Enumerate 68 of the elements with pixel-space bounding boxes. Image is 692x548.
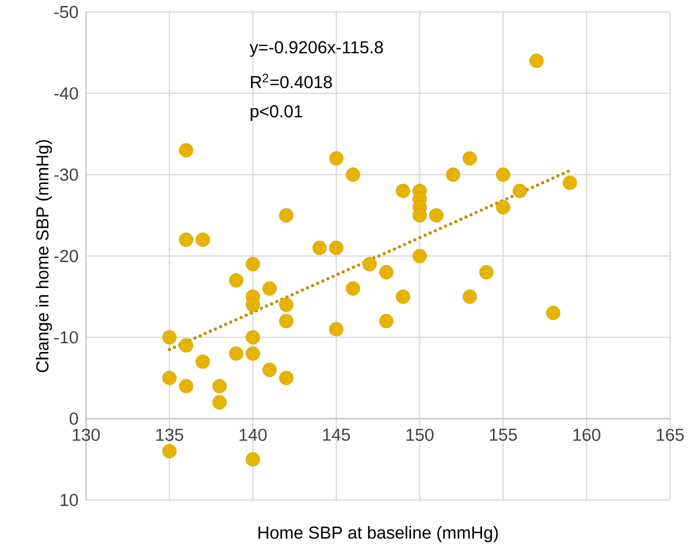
- point: [178, 378, 194, 394]
- y-tick-label: -30: [54, 168, 78, 181]
- point: [479, 265, 494, 280]
- point: [178, 143, 194, 158]
- point: [162, 370, 177, 386]
- y-axis-title: Change in home SBP (mmHg): [36, 140, 52, 372]
- point: [329, 151, 344, 166]
- point: [246, 330, 260, 344]
- x-tick-label: 155: [490, 428, 517, 441]
- point: [162, 444, 177, 458]
- point: [429, 208, 444, 222]
- point: [562, 176, 578, 190]
- point: [212, 395, 227, 410]
- point: [362, 256, 377, 272]
- x-tick-label: 150: [406, 428, 434, 441]
- point: [496, 168, 510, 182]
- point: [246, 346, 260, 361]
- point: [246, 256, 260, 272]
- point: [546, 306, 560, 320]
- point: [446, 168, 460, 182]
- annotation: y=-0.9206x-115.8: [250, 41, 383, 57]
- y-tick-label: -20: [54, 250, 78, 262]
- point: [346, 281, 360, 296]
- x-tick-label: 130: [72, 428, 100, 441]
- point: [396, 290, 410, 304]
- point: [196, 232, 210, 247]
- point: [329, 322, 344, 336]
- point: [412, 208, 427, 222]
- point: [279, 370, 294, 386]
- y-tick-label: 0: [70, 412, 78, 425]
- x-tick-label: 145: [323, 428, 350, 441]
- point: [246, 452, 260, 466]
- annotation: R$^{2}$=0.4018: [250, 74, 332, 88]
- point: [462, 151, 477, 166]
- point: [329, 240, 344, 255]
- point: [196, 354, 210, 369]
- point: [262, 281, 277, 296]
- y-tick-label: -50: [54, 6, 78, 18]
- y-tick-label: 10: [60, 494, 78, 506]
- point: [246, 298, 260, 312]
- y-tick-label: -40: [54, 87, 78, 100]
- y-tick-label: -10: [54, 331, 78, 344]
- x-tick-label: 165: [656, 428, 684, 441]
- point: [262, 362, 277, 377]
- point: [312, 240, 327, 255]
- point: [462, 290, 477, 304]
- point: [229, 346, 244, 361]
- x-tick-label: 135: [156, 428, 184, 441]
- x-axis-title: Home SBP at baseline (mmHg): [258, 526, 498, 542]
- point: [279, 208, 294, 222]
- annotation: p<0.01: [250, 105, 302, 121]
- x-tick-label: 160: [573, 428, 600, 441]
- point: [212, 378, 227, 394]
- point: [512, 184, 527, 198]
- x-tick-label: 140: [240, 428, 267, 441]
- point: [229, 273, 244, 288]
- point: [379, 265, 394, 280]
- point: [396, 184, 410, 198]
- point: [346, 168, 360, 182]
- point: [529, 54, 544, 68]
- point: [178, 232, 194, 247]
- point: [379, 314, 394, 328]
- point: [412, 248, 427, 264]
- point: [496, 200, 510, 214]
- point: [178, 338, 194, 353]
- point: [279, 314, 294, 328]
- point: [279, 298, 294, 312]
- point: [162, 330, 177, 344]
